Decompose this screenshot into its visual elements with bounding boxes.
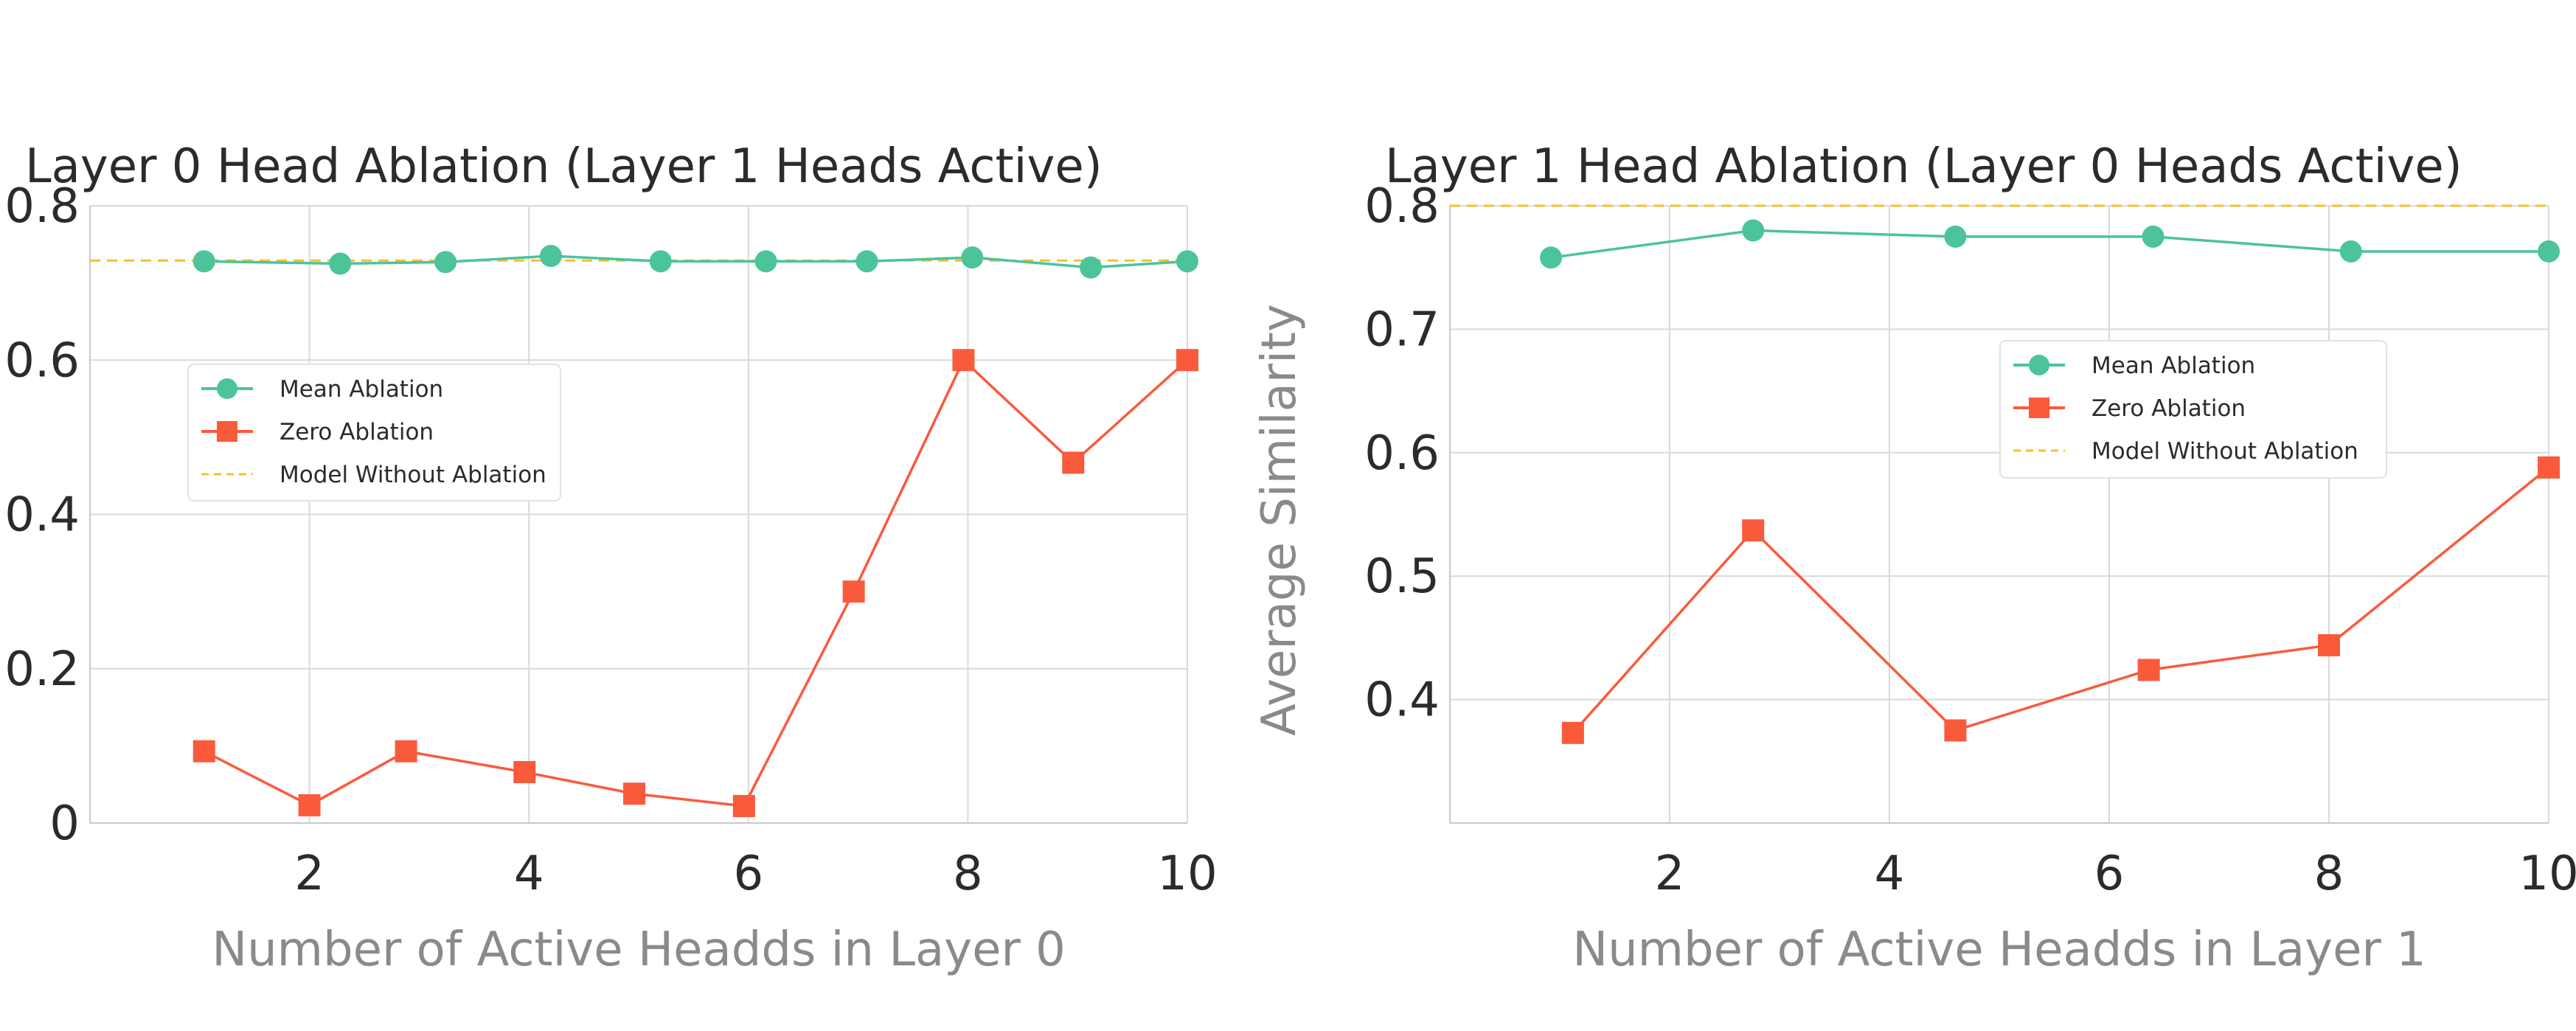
legend-zero-marker [217, 421, 237, 442]
mean-ablation-point [1080, 256, 1103, 279]
zero-ablation-point [2538, 456, 2560, 479]
x-tick-label: 2 [294, 847, 324, 901]
x-tick-label: 8 [2314, 847, 2344, 901]
mean-ablation-point [649, 250, 672, 273]
x-tick-label: 4 [1875, 847, 1905, 901]
legend-label-mean: Mean Ablation [2091, 353, 2255, 379]
mean-ablation-point [754, 250, 777, 273]
legend-label-zero: Zero Ablation [2091, 395, 2246, 422]
y-tick-label: 0.7 [1364, 302, 1440, 357]
legend-box [187, 364, 561, 501]
zero-ablation-point [1062, 451, 1085, 474]
mean-ablation-point [434, 251, 457, 274]
mean-ablation-point [1944, 225, 1967, 248]
zero-ablation-point [395, 740, 417, 763]
chart-title: Layer 1 Head Ablation (Layer 0 Heads Act… [1385, 139, 2462, 194]
zero-ablation-line [203, 358, 1189, 808]
legend-mean-marker [217, 378, 237, 399]
mean-ablation-point [855, 250, 878, 273]
mean-ablation-point [2538, 240, 2560, 263]
zero-ablation-point [2137, 659, 2160, 681]
zero-ablation-point [952, 349, 975, 372]
zero-ablation-point [623, 782, 646, 805]
zero-ablation-point [1742, 519, 1765, 542]
zero-ablation-point [1561, 721, 1584, 744]
legend: Mean Ablation Zero Ablation Model Without … [187, 364, 561, 501]
mean-ablation-point [329, 252, 352, 275]
mean-ablation-line [1550, 229, 2549, 260]
y-tick-label: 0.8 [1364, 179, 1440, 234]
y-axis-label: Average Similarity [1252, 304, 1307, 736]
mean-ablation-point [1540, 246, 1563, 269]
x-axis-label: Number of Active Headds in Layer 1 [1572, 923, 2426, 977]
zero-ablation-point [1944, 719, 1967, 742]
mean-ablation-point [2142, 225, 2164, 248]
x-tick-label: 10 [1157, 847, 1217, 901]
x-tick-label: 8 [953, 847, 983, 901]
zero-ablation-point [842, 580, 865, 603]
y-tick-label: 0.6 [4, 333, 80, 388]
legend-label-baseline: Model Without Ablation [280, 462, 546, 488]
zero-ablation-point [1176, 349, 1198, 372]
x-tick-label: 6 [2094, 847, 2125, 901]
y-tick-label: 0.4 [4, 488, 80, 543]
legend-label-baseline: Model Without Ablation [2091, 438, 2358, 465]
legend-zero-marker [2029, 398, 2049, 418]
legend-mean-marker [2029, 355, 2049, 375]
x-tick-label: 6 [733, 847, 763, 901]
zero-ablation-point [298, 794, 321, 816]
zero-ablation-point [513, 760, 536, 783]
zero-ablation-point [192, 740, 215, 763]
y-tick-label: 0.8 [4, 179, 80, 234]
mean-ablation-point [2339, 240, 2362, 263]
zero-ablation-point [732, 794, 755, 817]
chart-title: Layer 0 Head Ablation (Layer 1 Heads Act… [25, 139, 1103, 194]
mean-ablation-line [204, 254, 1188, 269]
legend-box [1999, 340, 2387, 479]
mean-ablation-point [961, 246, 984, 269]
legend-label-mean: Mean Ablation [280, 376, 443, 403]
y-tick-label: 0.2 [4, 642, 80, 697]
mean-ablation-point [1742, 219, 1765, 242]
legend-label-zero: Zero Ablation [280, 419, 434, 445]
x-tick-label: 10 [2518, 847, 2576, 901]
mean-ablation-point [192, 250, 215, 273]
y-tick-label: 0 [49, 796, 80, 851]
mean-ablation-point [1176, 250, 1198, 273]
y-tick-label: 0.6 [1364, 426, 1440, 481]
mean-ablation-point [539, 245, 562, 268]
legend: Mean Ablation Zero Ablation Model Without … [1999, 340, 2387, 479]
x-axis-label: Number of Active Headds in Layer 0 [212, 923, 1066, 977]
y-tick-label: 0.4 [1364, 673, 1440, 728]
x-tick-label: 4 [514, 847, 544, 901]
zero-ablation-line [1572, 466, 2550, 734]
y-tick-label: 0.5 [1364, 549, 1440, 604]
zero-ablation-point [2318, 633, 2340, 656]
x-tick-label: 2 [1655, 847, 1685, 901]
